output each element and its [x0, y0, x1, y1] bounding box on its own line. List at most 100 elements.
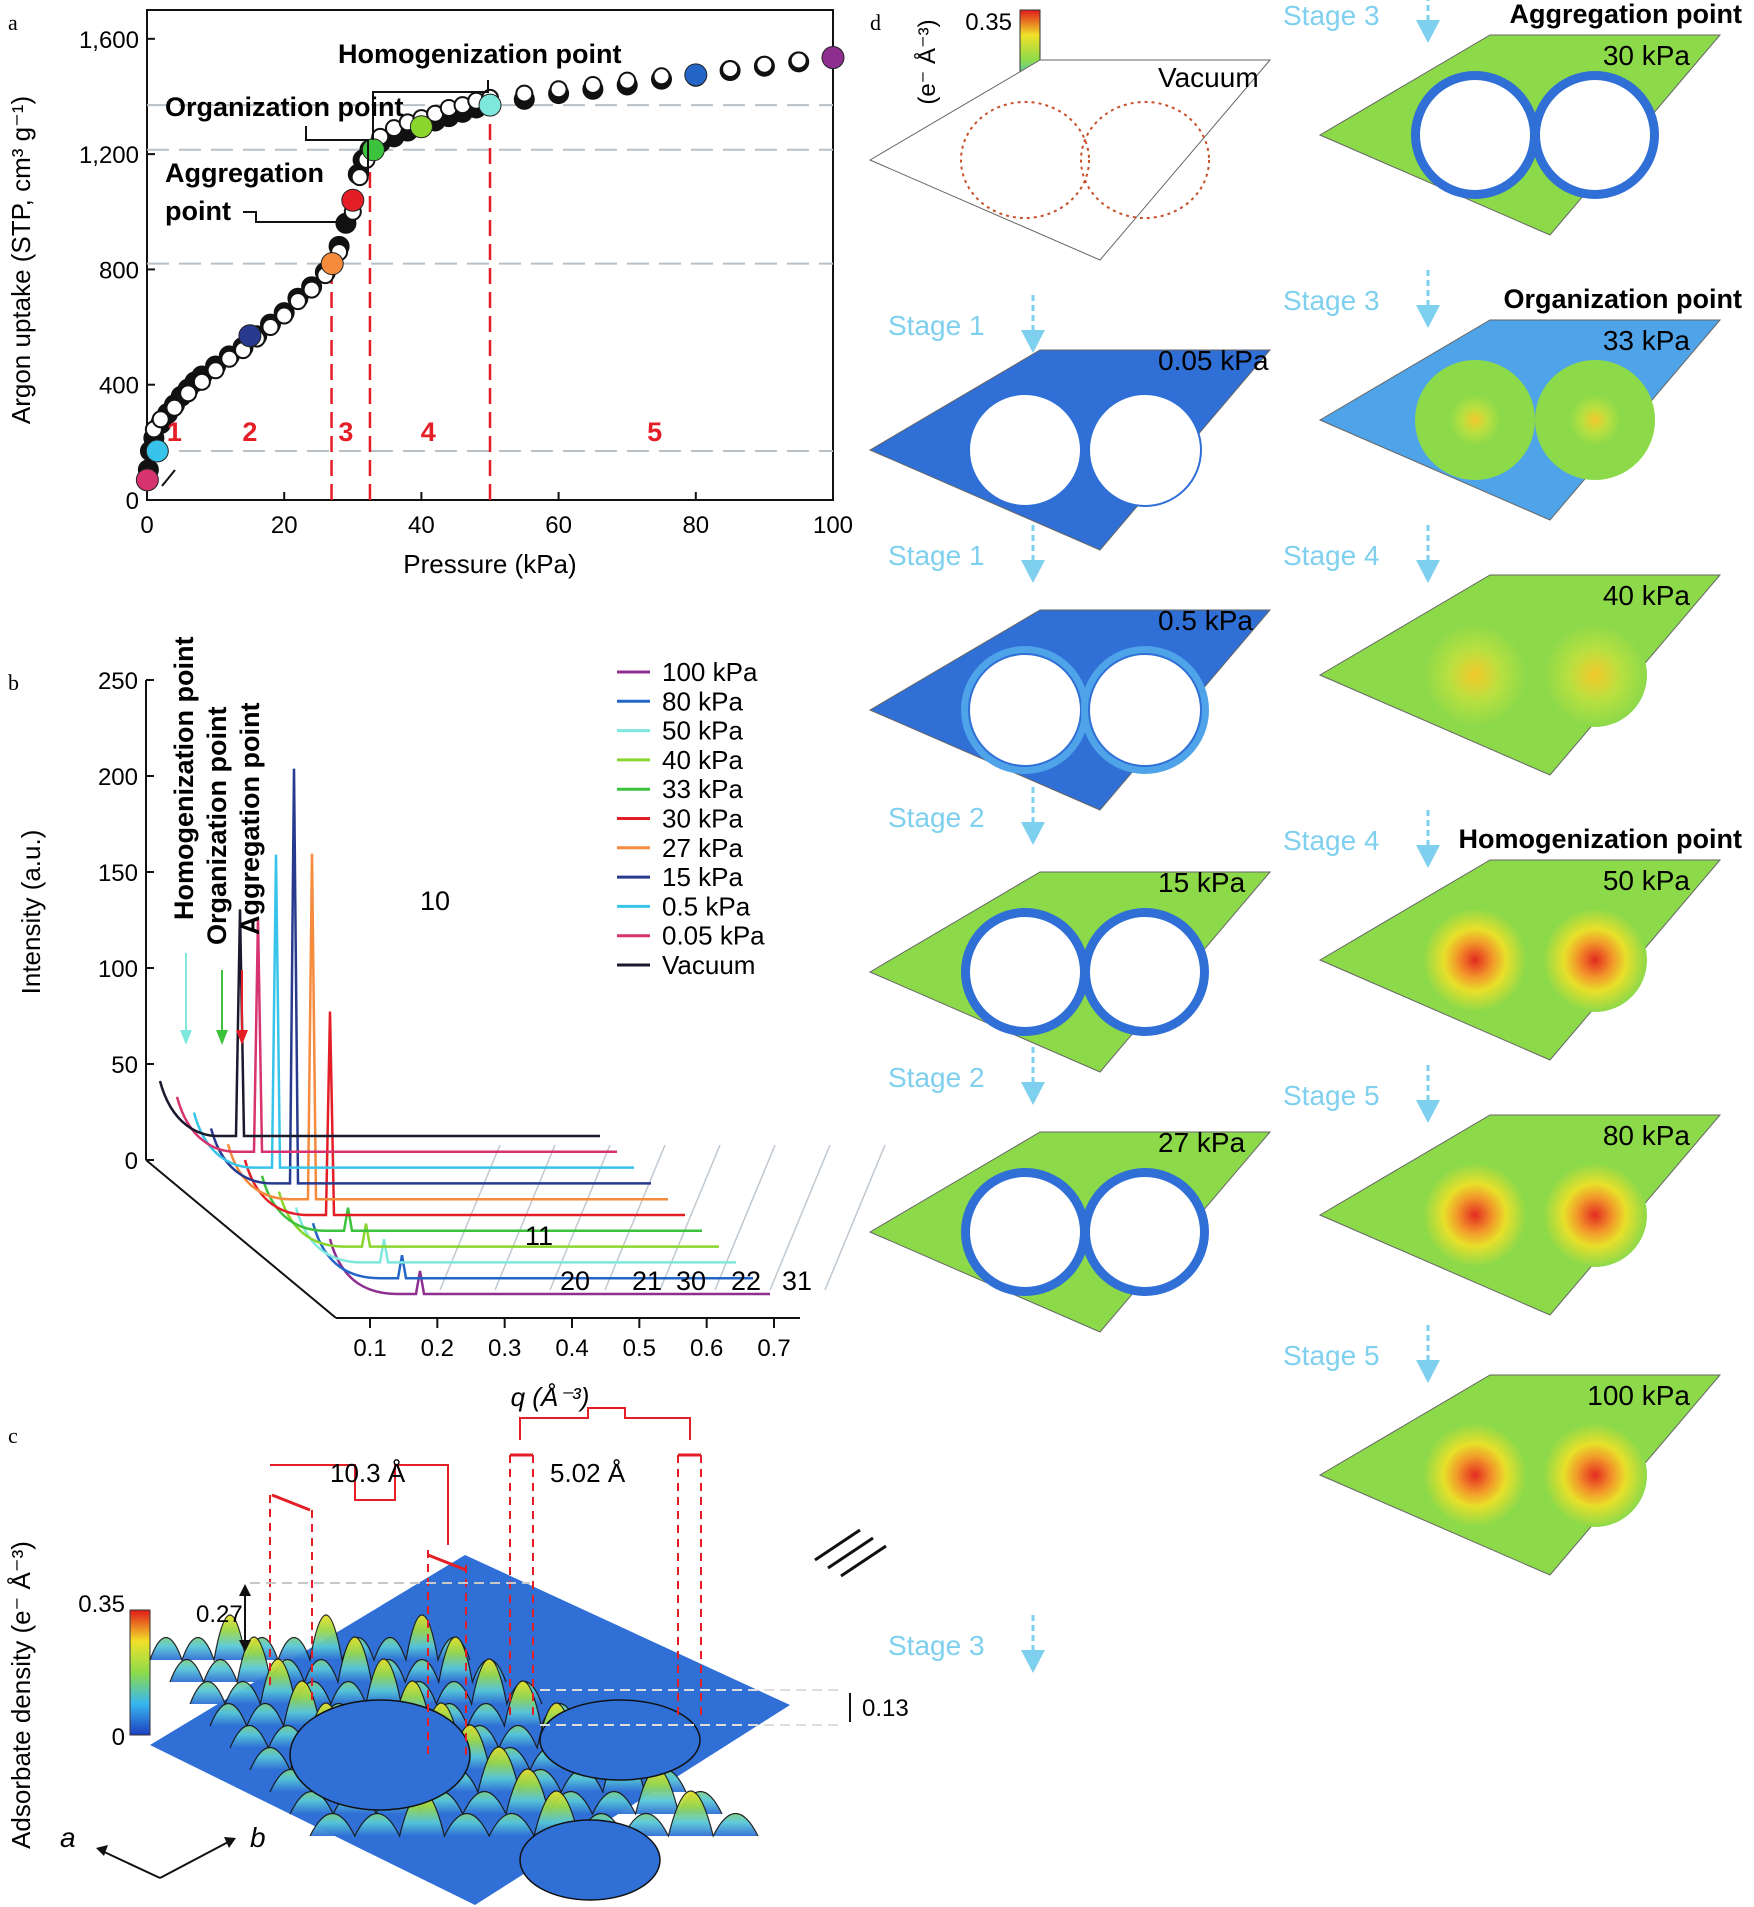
- annotation-organization: Organization point: [202, 707, 232, 945]
- y-axis-title: Intensity (a.u.): [16, 830, 46, 995]
- annotation-homogenization: Homogenization point: [169, 637, 199, 920]
- pore-empty: [1088, 1175, 1202, 1289]
- pressure-label: 0.5 kPa: [1158, 605, 1253, 636]
- desorption-point: [755, 55, 774, 74]
- y-ticks: 0 50 100 150 200 250: [98, 668, 154, 1175]
- arrow-head: [1021, 330, 1045, 353]
- desorption-point: [192, 372, 211, 391]
- stage-label: Stage 3: [888, 1630, 985, 1661]
- saxs-curves: [158, 768, 770, 1296]
- desorption-point: [652, 67, 671, 86]
- axis-ticks: 0 20 40 60 80 100 0 400 800 1,200 1,600: [79, 27, 853, 539]
- y-tick-label: 0: [125, 1148, 138, 1175]
- density-map: [1318, 574, 1722, 776]
- map-title: Organization point: [1504, 284, 1742, 314]
- legend-label: 50 kPa: [662, 716, 743, 746]
- pore-hotspot: [1423, 908, 1527, 1012]
- legend-label: Vacuum: [662, 950, 755, 980]
- highlighted-point: [135, 468, 159, 492]
- pore-empty: [968, 653, 1082, 767]
- y-tick-label: 200: [98, 764, 138, 791]
- legend-label: 80 kPa: [662, 686, 743, 716]
- highlighted-point: [341, 188, 365, 212]
- pressure-label: 27 kPa: [1158, 1127, 1246, 1158]
- density-map: [868, 349, 1272, 551]
- desorption-point: [275, 306, 294, 325]
- pore-well: [519, 1819, 661, 1901]
- legend-label: 40 kPa: [662, 745, 743, 775]
- grid-line: [439, 1144, 501, 1291]
- axis-a-arrow: [99, 1849, 161, 1879]
- peak-label: 22: [731, 1266, 761, 1296]
- stage-indicator: Stage 1: [888, 525, 1045, 583]
- stage-indicator: Stage 4: [1283, 525, 1440, 583]
- highlighted-point: [409, 115, 433, 139]
- annotation-leader: [305, 126, 369, 176]
- legend-label: 15 kPa: [662, 862, 743, 892]
- highlighted-point: [361, 138, 385, 162]
- stage-indicator: Stage 3: [888, 1615, 1045, 1673]
- annotation-organization: Organization point: [165, 92, 403, 122]
- arrow-head: [1021, 1650, 1045, 1673]
- y-axis-title: Adsorbate density (e⁻ Å⁻³): [6, 1541, 36, 1849]
- y-tick-label: 50: [111, 1052, 138, 1079]
- surface-ridge: [189, 1658, 543, 1707]
- panel-c-3d-density: c Adsorbate density (e⁻ Å⁻³) 0.35 0 10.3…: [6, 1407, 909, 1905]
- map-title: Homogenization point: [1459, 824, 1742, 854]
- arrow-head: [1416, 305, 1440, 328]
- x-tick-label: 20: [271, 512, 298, 539]
- grid-line: [549, 1144, 611, 1291]
- highlighted-point: [320, 252, 344, 276]
- pore-outline: [1080, 101, 1210, 219]
- density-map: [1318, 319, 1722, 521]
- pore-empty: [1088, 915, 1202, 1029]
- arrow-head: [224, 1837, 236, 1848]
- panel-a-isotherm: a 0 20 40 60 80 100 0 400 800 1,200 1,600 1 2 3 4 5 Pr…: [6, 9, 853, 579]
- peak-label: 30: [676, 1266, 706, 1296]
- pore-hotspot: [1423, 1163, 1527, 1267]
- pore-well: [289, 1699, 471, 1811]
- map-title: Aggregation point: [1510, 0, 1742, 29]
- desorption-point: [583, 75, 602, 94]
- axis-b-label: b: [250, 1822, 266, 1853]
- desorption-point: [179, 384, 198, 403]
- annotation-aggregation: Aggregation point: [235, 703, 265, 935]
- x-axis-title: q (Å⁻³): [511, 1382, 590, 1412]
- x-tick-label: 100: [813, 512, 853, 539]
- panel-letter-b: b: [8, 670, 19, 695]
- x-tick-label: 60: [545, 512, 572, 539]
- break-mark: [814, 1528, 861, 1562]
- y-tick-label: 1,600: [79, 27, 139, 54]
- pore-empty: [1538, 78, 1652, 192]
- pore-hotspot: [1449, 394, 1501, 446]
- stage-indicator: Stage 2: [888, 787, 1045, 845]
- pore-hotspot: [1543, 623, 1647, 727]
- x-tick-label: 0.6: [690, 1335, 723, 1362]
- pressure-label: 40 kPa: [1603, 580, 1691, 611]
- stage-label: Stage 2: [888, 802, 985, 833]
- arrow-head: [1021, 822, 1045, 845]
- pore-hotspot: [1423, 1423, 1527, 1527]
- grid-line: [769, 1144, 831, 1291]
- desorption-point: [288, 292, 307, 311]
- annotation-leader: [243, 211, 355, 223]
- dim-bracket: [270, 1464, 449, 1545]
- density-map: [1318, 859, 1722, 1061]
- pore-empty: [1088, 393, 1202, 507]
- pore-empty: [968, 393, 1082, 507]
- desorption-point: [220, 349, 239, 368]
- peak-label: 11: [525, 1221, 553, 1251]
- grid-line: [714, 1144, 776, 1291]
- axis-b-arrow: [159, 1839, 233, 1879]
- desorption-point: [789, 51, 808, 70]
- arrow-head: [239, 1584, 251, 1596]
- x-tick-label: 80: [682, 512, 709, 539]
- x-tick-label: 0.7: [757, 1335, 790, 1362]
- y-tick-label: 1,200: [79, 142, 139, 169]
- pore-hotspot: [1543, 1423, 1647, 1527]
- desorption-point: [515, 84, 534, 103]
- colorbar-unit: (e⁻ Å⁻³): [913, 19, 941, 104]
- pore-empty: [1088, 653, 1202, 767]
- arrow-head: [96, 1845, 108, 1856]
